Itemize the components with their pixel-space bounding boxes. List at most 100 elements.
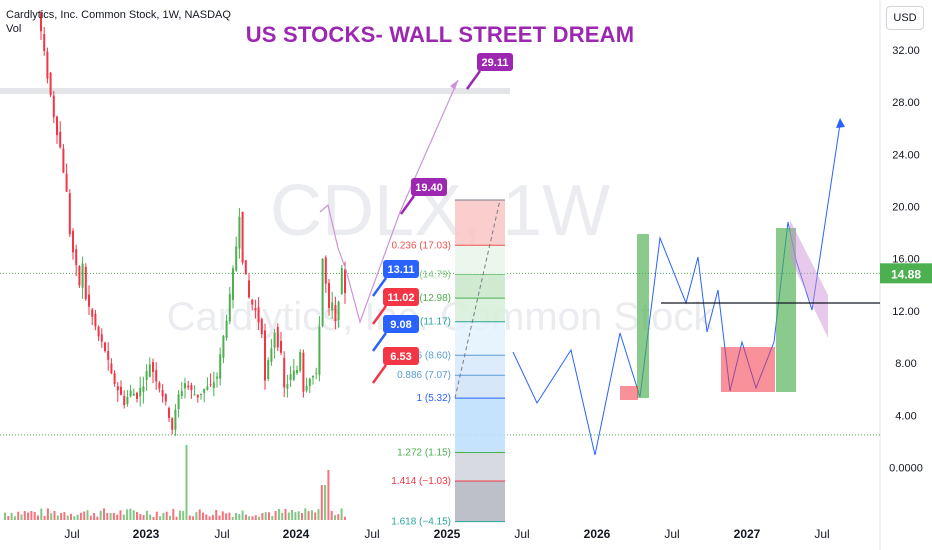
target-callout xyxy=(411,178,447,196)
candle-body xyxy=(228,294,231,322)
candle-body xyxy=(280,340,282,353)
volume-bar xyxy=(218,515,221,520)
volume-bar xyxy=(277,508,280,520)
candle-body xyxy=(209,384,212,386)
volume-bar xyxy=(215,509,218,520)
candle-body xyxy=(232,268,234,300)
volume-bar xyxy=(10,513,13,520)
candle-body xyxy=(318,326,321,376)
candle-body xyxy=(331,302,334,311)
target-callout-pointer xyxy=(371,364,388,384)
projection-arrowhead xyxy=(836,118,845,128)
volume-bar xyxy=(99,510,102,520)
volume-bar xyxy=(198,509,201,520)
volume-bar xyxy=(4,512,6,520)
chart-header: Cardlytics, Inc. Common Stock, 1W, NASDA… xyxy=(6,8,231,36)
candle-body xyxy=(94,313,97,327)
candle-body xyxy=(120,386,122,395)
volume-bar xyxy=(126,509,129,520)
fib-level-label: (11.17) xyxy=(420,317,451,328)
volume-bar xyxy=(50,513,53,520)
volume-bar xyxy=(159,516,162,520)
candle-body xyxy=(206,386,209,390)
volume-bar xyxy=(314,512,317,520)
volume-bar xyxy=(254,515,257,520)
volume-bar xyxy=(43,515,46,520)
volume-bar xyxy=(172,508,175,520)
candle-body xyxy=(200,393,202,395)
fib-level-label: 1.272 (1.15) xyxy=(397,447,451,458)
price-axis-label: 16.00 xyxy=(892,254,920,266)
candle-body xyxy=(187,385,190,388)
projection-path-blue xyxy=(512,123,841,456)
candle-body xyxy=(91,309,94,317)
candle-body xyxy=(104,342,106,351)
candle-body xyxy=(312,376,314,378)
target-box-red xyxy=(620,386,638,400)
candle-body xyxy=(148,364,151,377)
time-axis-label: Jul xyxy=(364,527,379,541)
volume-bar xyxy=(231,516,234,520)
volume-bar xyxy=(7,515,10,520)
volume-bar xyxy=(281,512,284,520)
fib-band xyxy=(455,398,505,453)
price-axis-label: 24.00 xyxy=(892,149,920,161)
last-price-label: 14.88 xyxy=(891,267,921,281)
candle-body xyxy=(273,332,276,348)
candle-body xyxy=(257,307,260,323)
fib-level-label: (12.98) xyxy=(419,293,451,304)
volume-bar xyxy=(330,510,333,520)
volume-bar xyxy=(320,485,323,520)
volume-bar xyxy=(83,511,86,520)
candle-body xyxy=(235,246,238,271)
target-box-green xyxy=(637,234,649,398)
symbol-description: Cardlytics, Inc. Common Stock, 1W, NASDA… xyxy=(6,9,231,21)
volume-bar xyxy=(13,516,16,520)
target-callout-pointer xyxy=(399,195,416,215)
volume-bar xyxy=(228,512,231,520)
candle-body xyxy=(97,326,100,337)
volume-bar xyxy=(60,512,63,520)
volume-bar xyxy=(340,508,343,520)
candle-body xyxy=(158,382,161,389)
volume-bar xyxy=(192,516,195,520)
volume-bar xyxy=(235,512,237,520)
price-axis-label: 4.00 xyxy=(895,410,916,422)
target-callout-label: 9.08 xyxy=(390,319,411,331)
candle-body xyxy=(244,260,247,275)
candle-body xyxy=(65,173,68,192)
candle-body xyxy=(219,354,222,379)
fib-band xyxy=(455,245,505,275)
candle-body xyxy=(289,374,292,381)
volume-bar xyxy=(33,511,36,520)
time-axis-label: 2024 xyxy=(283,527,310,541)
candle-body xyxy=(136,392,138,399)
candle-body xyxy=(334,305,337,322)
target-wedge xyxy=(790,220,828,338)
candle-body xyxy=(324,257,327,284)
volume-bar xyxy=(264,512,267,520)
candle-body xyxy=(139,387,142,397)
volume-bar xyxy=(79,512,82,520)
candle-body xyxy=(107,351,110,360)
volume-bar xyxy=(129,508,132,520)
fib-band xyxy=(455,321,505,356)
volume-bar xyxy=(96,516,99,520)
currency-button[interactable]: USD xyxy=(886,6,924,30)
candle-body xyxy=(155,370,158,382)
volume-indicator-label: Vol xyxy=(6,23,22,35)
volume-bar xyxy=(76,514,79,520)
candle-body xyxy=(168,408,170,419)
time-axis-label: 2027 xyxy=(734,527,761,541)
volume-bar xyxy=(327,470,330,520)
target-callout-label: 13.11 xyxy=(388,264,415,276)
volume-bar xyxy=(40,508,43,520)
candle-body xyxy=(129,390,132,397)
candle-body xyxy=(88,294,90,307)
price-axis-label: 8.00 xyxy=(895,358,916,370)
volume-bar xyxy=(89,515,92,520)
volume-bar xyxy=(152,516,155,520)
volume-bar xyxy=(221,511,224,520)
candle-body xyxy=(171,418,174,430)
